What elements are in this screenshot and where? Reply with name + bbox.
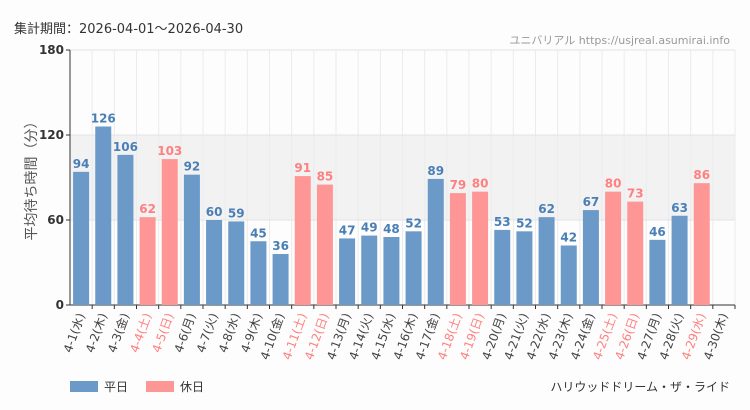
data-label: 63 [671, 201, 688, 215]
legend-swatch-weekday [70, 381, 98, 392]
period-label: 集計期間：2026-04-01〜2026-04-30 [14, 22, 244, 37]
bar [516, 231, 533, 305]
data-label: 59 [228, 206, 245, 220]
bar [339, 238, 356, 305]
bar [449, 193, 466, 305]
legend: 平日 休日 [70, 378, 204, 395]
data-label: 46 [649, 225, 666, 239]
data-label: 52 [405, 216, 422, 230]
bar [73, 171, 90, 305]
legend-swatch-holiday [146, 381, 175, 392]
data-label: 103 [157, 144, 182, 158]
ride-name: ハリウッドドリーム・ザ・ライド [550, 380, 730, 394]
legend-label-weekday: 平日 [104, 380, 129, 394]
bar [472, 191, 489, 305]
data-label: 53 [494, 215, 511, 229]
data-label: 42 [560, 231, 577, 245]
data-label: 47 [339, 223, 356, 237]
bar [383, 237, 400, 305]
bar [361, 235, 378, 305]
bar [693, 183, 710, 305]
data-label: 126 [91, 112, 116, 126]
data-label: 80 [605, 177, 622, 191]
data-label: 62 [139, 202, 156, 216]
data-label: 91 [294, 161, 311, 175]
data-label: 67 [583, 195, 600, 209]
data-label: 48 [383, 222, 400, 236]
bar [649, 239, 666, 305]
y-axis-label: 平均待ち時間（分） [24, 115, 40, 241]
data-label: 36 [272, 239, 289, 253]
legend-holiday: 休日 [146, 378, 204, 395]
bar [560, 245, 577, 305]
bar [538, 217, 555, 305]
y-tick-label: 0 [56, 298, 64, 312]
credit-text: ユニバリアル https://usjreal.asumirai.info [509, 34, 730, 47]
bar [582, 210, 599, 305]
data-label: 92 [184, 160, 201, 174]
bar [605, 191, 622, 305]
data-label: 45 [250, 226, 267, 240]
bar [294, 176, 311, 305]
data-label: 79 [450, 178, 467, 192]
bar [671, 215, 688, 305]
bar [206, 220, 223, 305]
data-label: 52 [516, 216, 533, 230]
bar [627, 201, 644, 305]
data-label: 73 [627, 187, 644, 201]
bar [228, 221, 245, 305]
data-label: 62 [538, 202, 555, 216]
bar [494, 229, 511, 305]
bar [272, 254, 289, 305]
bar [250, 241, 267, 305]
bar [427, 178, 444, 305]
bar [316, 184, 333, 305]
bar [95, 126, 112, 305]
y-tick-label: 120 [39, 128, 64, 142]
legend-label-holiday: 休日 [180, 380, 205, 394]
bar [183, 174, 200, 305]
data-label: 49 [361, 221, 378, 235]
y-tick-label: 180 [39, 43, 64, 57]
data-label: 86 [693, 168, 710, 182]
legend-weekday: 平日 [70, 378, 128, 395]
bar [161, 159, 178, 305]
bar [117, 154, 134, 305]
y-tick-label: 60 [47, 213, 64, 227]
data-label: 85 [317, 170, 334, 184]
data-label: 94 [73, 157, 90, 171]
bar [139, 217, 156, 305]
data-label: 80 [472, 177, 489, 191]
bar [405, 231, 422, 305]
data-label: 106 [113, 140, 138, 154]
data-label: 89 [427, 164, 444, 178]
data-label: 60 [206, 205, 223, 219]
